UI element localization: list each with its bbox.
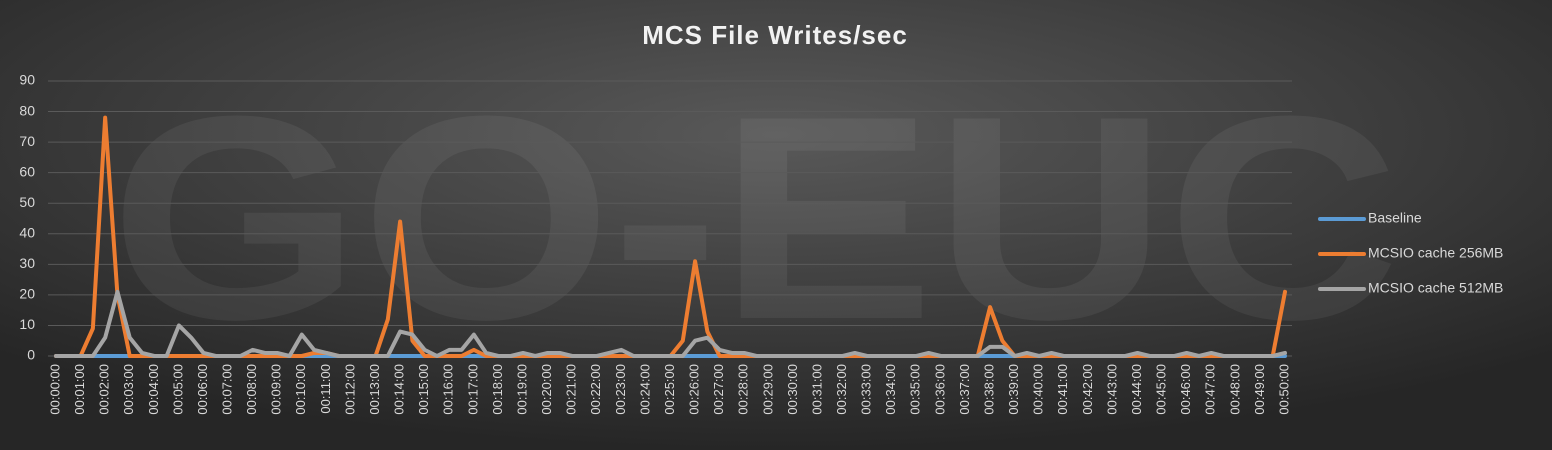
x-tick-label: 00:36:00 [932,364,947,415]
y-tick-label: 60 [19,163,35,179]
x-tick-label: 00:19:00 [514,364,529,415]
x-tick-label: 00:37:00 [957,364,972,415]
y-tick-label: 0 [27,347,35,363]
x-tick-label: 00:41:00 [1055,364,1070,415]
x-tick-label: 00:00:00 [47,364,62,415]
x-tick-label: 00:11:00 [318,364,333,414]
y-tick-label: 10 [19,316,35,332]
x-tick-label: 00:10:00 [293,364,308,415]
x-tick-label: 00:13:00 [367,364,382,415]
x-tick-label: 00:46:00 [1178,364,1193,415]
x-tick-label: 00:28:00 [736,364,751,415]
y-tick-label: 90 [19,72,35,88]
x-tick-label: 00:24:00 [637,364,652,415]
chart-title: MCS File Writes/sec [642,20,908,50]
x-tick-label: 00:08:00 [244,364,259,415]
series-line [54,289,1287,358]
x-tick-label: 00:23:00 [613,364,628,415]
x-tick-label: 00:50:00 [1276,364,1291,415]
y-tick-label: 70 [19,133,35,149]
x-tick-label: 00:43:00 [1104,364,1119,415]
x-tick-label: 00:35:00 [908,364,923,415]
x-tick-label: 00:09:00 [269,364,284,415]
x-tick-label: 00:32:00 [834,364,849,415]
legend-label: MCSIO cache 256MB [1368,245,1503,261]
x-tick-label: 00:25:00 [662,364,677,415]
x-tick-label: 00:14:00 [392,364,407,415]
legend-label: MCSIO cache 512MB [1368,280,1503,296]
x-tick-label: 00:34:00 [883,364,898,415]
x-tick-label: 00:29:00 [760,364,775,415]
x-tick-label: 00:07:00 [219,364,234,415]
x-tick-label: 00:16:00 [441,364,456,415]
x-tick-label: 00:04:00 [146,364,161,415]
x-tick-label: 00:27:00 [711,364,726,415]
x-tick-label: 00:12:00 [342,364,357,415]
x-tick-label: 00:49:00 [1252,364,1267,415]
x-tick-label: 00:15:00 [416,364,431,415]
x-tick-label: 00:31:00 [809,364,824,415]
watermark: GO-EUC [110,56,1400,380]
y-tick-label: 50 [19,194,35,210]
x-tick-label: 00:42:00 [1080,364,1095,415]
x-tick-label: 00:39:00 [1006,364,1021,415]
y-tick-label: 20 [19,286,35,302]
x-tick-label: 00:44:00 [1129,364,1144,415]
x-tick-label: 00:20:00 [539,364,554,415]
x-tick-label: 00:17:00 [465,364,480,415]
x-tick-label: 00:40:00 [1031,364,1046,415]
x-tick-label: 00:47:00 [1203,364,1218,415]
x-tick-label: 00:45:00 [1154,364,1169,415]
x-tick-label: 00:26:00 [687,364,702,415]
y-tick-label: 40 [19,224,35,240]
x-tick-label: 00:33:00 [859,364,874,415]
x-tick-label: 00:06:00 [195,364,210,415]
x-tick-label: 00:48:00 [1227,364,1242,415]
x-tick-label: 00:30:00 [785,364,800,415]
x-tick-label: 00:02:00 [97,364,112,415]
x-tick-label: 00:03:00 [121,364,136,415]
y-tick-label: 80 [19,102,35,118]
x-tick-label: 00:22:00 [588,364,603,415]
x-tick-label: 00:01:00 [72,364,87,415]
legend-label: Baseline [1368,210,1422,226]
x-tick-label: 00:18:00 [490,364,505,415]
x-tick-label: 00:21:00 [564,364,579,415]
y-tick-label: 30 [19,255,35,271]
x-tick-label: 00:38:00 [981,364,996,415]
x-tick-label: 00:05:00 [170,364,185,415]
